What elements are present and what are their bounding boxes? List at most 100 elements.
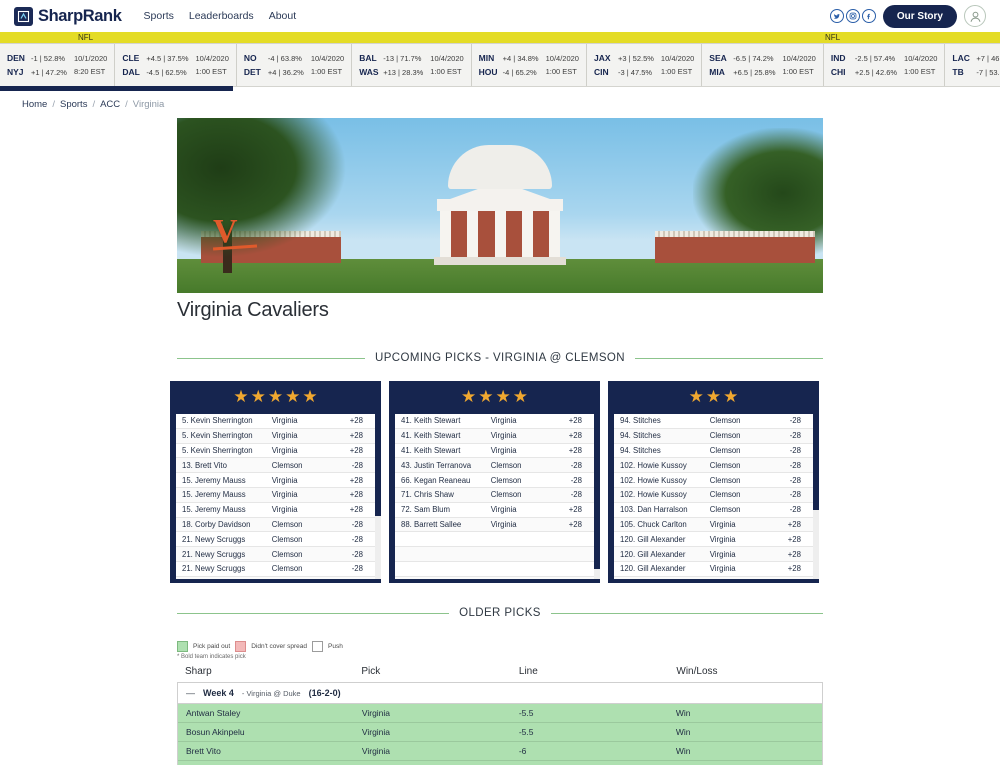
tree-left-icon (177, 118, 347, 258)
pick-row[interactable]: 5. Kevin Sherrington Virginia +28 (176, 428, 375, 444)
rotunda-columns (440, 209, 560, 261)
ticker-away-team: CLE +4.5 | 37.5% (122, 53, 189, 63)
ticker-game[interactable]: IND -2.5 | 57.4% CHI +2.5 | 42.6% 10/4/2020 1… (824, 44, 946, 86)
pick-row[interactable]: 15. Jeremy Mauss Virginia +28 (176, 473, 375, 488)
our-story-button[interactable]: Our Story (882, 4, 957, 28)
ticker-game[interactable]: BAL -13 | 71.7% WAS +13 | 28.3% 10/4/2020 1:0… (352, 44, 472, 86)
collapse-toggle-icon[interactable]: — (186, 688, 195, 698)
ticker-game[interactable]: NO -4 | 63.8% DET +4 | 36.2% 10/4/2020 1:00 E… (237, 44, 353, 86)
older-pick-line: -5.5 (518, 708, 534, 718)
breadcrumb-item-home[interactable]: Home (22, 99, 48, 110)
pick-list-scrollbar[interactable] (375, 414, 381, 579)
nav-item-leaderboards[interactable]: Leaderboards (188, 10, 254, 22)
pick-row[interactable]: 120. Gill Alexander Virginia +28 (614, 547, 813, 562)
ticker-games-row[interactable]: DEN -1 | 52.8% NYJ +1 | 47.2% 10/1/2020 8:20 … (0, 43, 1000, 87)
pick-row[interactable]: 5. Kevin Sherrington Virginia +28 (176, 414, 375, 429)
pick-row[interactable]: 21. Newy Scruggs Clemson -28 (176, 547, 375, 562)
pick-list[interactable]: 94. Stitches Clemson -28 94. Stitches Clemso… (614, 414, 813, 579)
pick-row[interactable]: 5. Kevin Sherrington Virginia +28 (176, 444, 375, 459)
nav-item-about[interactable]: About (268, 10, 297, 22)
breadcrumb-item-acc[interactable]: ACC (100, 99, 121, 110)
star-icon: ★ (250, 387, 266, 407)
pick-row[interactable]: 71. Chris Shaw Clemson -28 (395, 487, 594, 503)
pick-row[interactable]: 18. Corby Davidson Clemson -28 (176, 517, 375, 533)
breadcrumb-separator: / (52, 99, 55, 110)
rotunda-dome (448, 145, 552, 189)
pick-row[interactable]: 94. Stitches Clemson -28 (614, 428, 813, 444)
ticker-away-team: DEN -1 | 52.8% (7, 53, 66, 63)
week-group-header[interactable]: — Week 4 - Virginia @ Duke (16-2-0) (178, 683, 822, 704)
pick-row[interactable]: 41. Keith Stewart Virginia +28 (395, 428, 594, 444)
ticker-game-kickoff: 1:00 EST (545, 67, 577, 76)
breadcrumb-item-sports[interactable]: Sports (59, 99, 88, 110)
pick-row[interactable]: 102. Howie Kussoy Clemson -28 (614, 487, 813, 503)
pick-row[interactable]: 15. Jeremy Mauss Virginia +28 (176, 503, 375, 518)
pick-row[interactable]: 167. Jose RodriguezClemson-28 (614, 576, 813, 579)
ticker-game[interactable]: SEA -6.5 | 74.2% MIA +6.5 | 25.8% 10/4/2020 1… (702, 44, 824, 86)
pick-list[interactable]: 41. Keith Stewart Virginia +28 41. Keith St… (395, 414, 594, 579)
ticker-game-teams: BAL -13 | 71.7% WAS +13 | 28.3% (359, 53, 423, 77)
pick-row[interactable]: 120. Gill Alexander Virginia +28 (614, 532, 813, 548)
pick-line: +28 (349, 416, 363, 426)
user-avatar-icon[interactable] (964, 5, 986, 27)
pick-row[interactable]: 41. Keith Stewart Virginia +28 (395, 444, 594, 459)
brand-name: SharpRank (38, 6, 122, 25)
pick-row[interactable]: 41. Keith Stewart Virginia +28 (395, 414, 594, 429)
star-icon: ★ (233, 387, 249, 407)
pick-row[interactable]: 94. Stitches Clemson -28 (614, 444, 813, 459)
pick-row[interactable] (395, 547, 594, 562)
ticker-away-team: JAX +3 | 52.5% (593, 53, 654, 63)
pick-row[interactable]: 88. Barrett Sallee Virginia +28 (395, 517, 594, 533)
pick-row[interactable]: 21. Newy Scruggs Clemson -28 (176, 562, 375, 577)
pick-cards-container: ★ ★ ★ ★ ★ 5. Kevin Sherrington Virginia +28 5. K… (170, 381, 830, 583)
pick-team: Virginia (271, 490, 298, 500)
pick-row[interactable]: 102. Howie Kussoy Clemson -28 (614, 458, 813, 474)
ticker-game[interactable]: DEN -1 | 52.8% NYJ +1 | 47.2% 10/1/2020 8:20 … (0, 44, 116, 86)
pick-team: Clemson (709, 431, 741, 441)
hero-building-right (655, 237, 815, 263)
ticker-game[interactable]: MIN +4 | 34.8% HOU -4 | 65.2% 10/4/2020 1:00 … (472, 44, 587, 86)
pick-sharp-name: 15. Jeremy Mauss (182, 490, 246, 500)
pick-row[interactable]: 105. Chuck Carlton Virginia +28 (614, 517, 813, 533)
pick-list[interactable]: 5. Kevin Sherrington Virginia +28 5. Kevin … (176, 414, 375, 579)
pick-row[interactable]: 102. Howie Kussoy Clemson -28 (614, 473, 813, 488)
pick-sharp-name: 41. Keith Stewart (401, 445, 461, 455)
ticker-home-team: MIA +6.5 | 25.8% (709, 67, 776, 77)
pick-row[interactable]: 103. Dan Harralson Clemson -28 (614, 503, 813, 518)
older-pick-row[interactable]: Bosun Akinpelu Virginia -5.5 Win (178, 723, 822, 742)
upcoming-picks-divider: UPCOMING PICKS - VIRGINIA @ CLEMSON (177, 352, 823, 364)
brand-logo[interactable]: SharpRank (14, 6, 122, 26)
pick-list-scrollbar[interactable] (594, 414, 600, 579)
pick-row[interactable]: 94. Stitches Clemson -28 (614, 414, 813, 429)
instagram-icon[interactable] (845, 9, 860, 23)
scores-ticker[interactable]: NFL NFL DEN -1 | 52.8% NYJ +1 | 47.2% 10/1/2… (0, 32, 1000, 91)
pick-row[interactable]: 13. Brett Vito Clemson -28 (176, 458, 375, 474)
nav-item-sports[interactable]: Sports (143, 10, 174, 22)
pick-line: -28 (570, 460, 582, 470)
pick-row[interactable]: 66. Kegan Reaneau Clemson -28 (395, 473, 594, 488)
older-pick-row[interactable]: Brett Vito Virginia -6 Win (178, 742, 822, 761)
twitter-icon[interactable] (829, 9, 844, 23)
ticker-game[interactable]: CLE +4.5 | 37.5% DAL -4.5 | 62.5% 10/4/2020 1… (115, 44, 237, 86)
pick-row[interactable] (395, 562, 594, 577)
pick-row[interactable] (395, 576, 594, 579)
pick-row[interactable]: 21. Newy Scruggs Clemson -28 (176, 532, 375, 548)
pick-row[interactable]: 15. Jeremy Mauss Virginia +28 (176, 487, 375, 503)
pick-row[interactable]: 43. Justin Terranova Clemson -28 (395, 458, 594, 474)
pick-row[interactable]: 72. Sam Blum Virginia +28 (395, 503, 594, 518)
pick-sharp-name: 94. Stitches (620, 445, 661, 455)
pick-list-scrollbar[interactable] (813, 414, 819, 579)
pick-row[interactable] (395, 532, 594, 548)
legend-swatch-paid (177, 641, 188, 652)
ticker-game-time: 10/4/2020 1:00 EST (546, 54, 579, 76)
facebook-icon[interactable] (861, 9, 876, 23)
ticker-scrollbar[interactable] (0, 86, 233, 91)
ticker-game[interactable]: JAX +3 | 52.5% CIN -3 | 47.5% 10/4/2020 1:00 … (587, 44, 703, 86)
pick-row[interactable]: 120. Gill Alexander Virginia +28 (614, 562, 813, 577)
pick-row[interactable]: 26. Patrick SchmidtClemson-28 (176, 576, 375, 579)
older-pick-row[interactable]: Antwan Staley Virginia -5.5 Win (178, 704, 822, 723)
pick-sharp-name: 43. Justin Terranova (401, 460, 472, 470)
pick-line: -28 (351, 519, 363, 529)
